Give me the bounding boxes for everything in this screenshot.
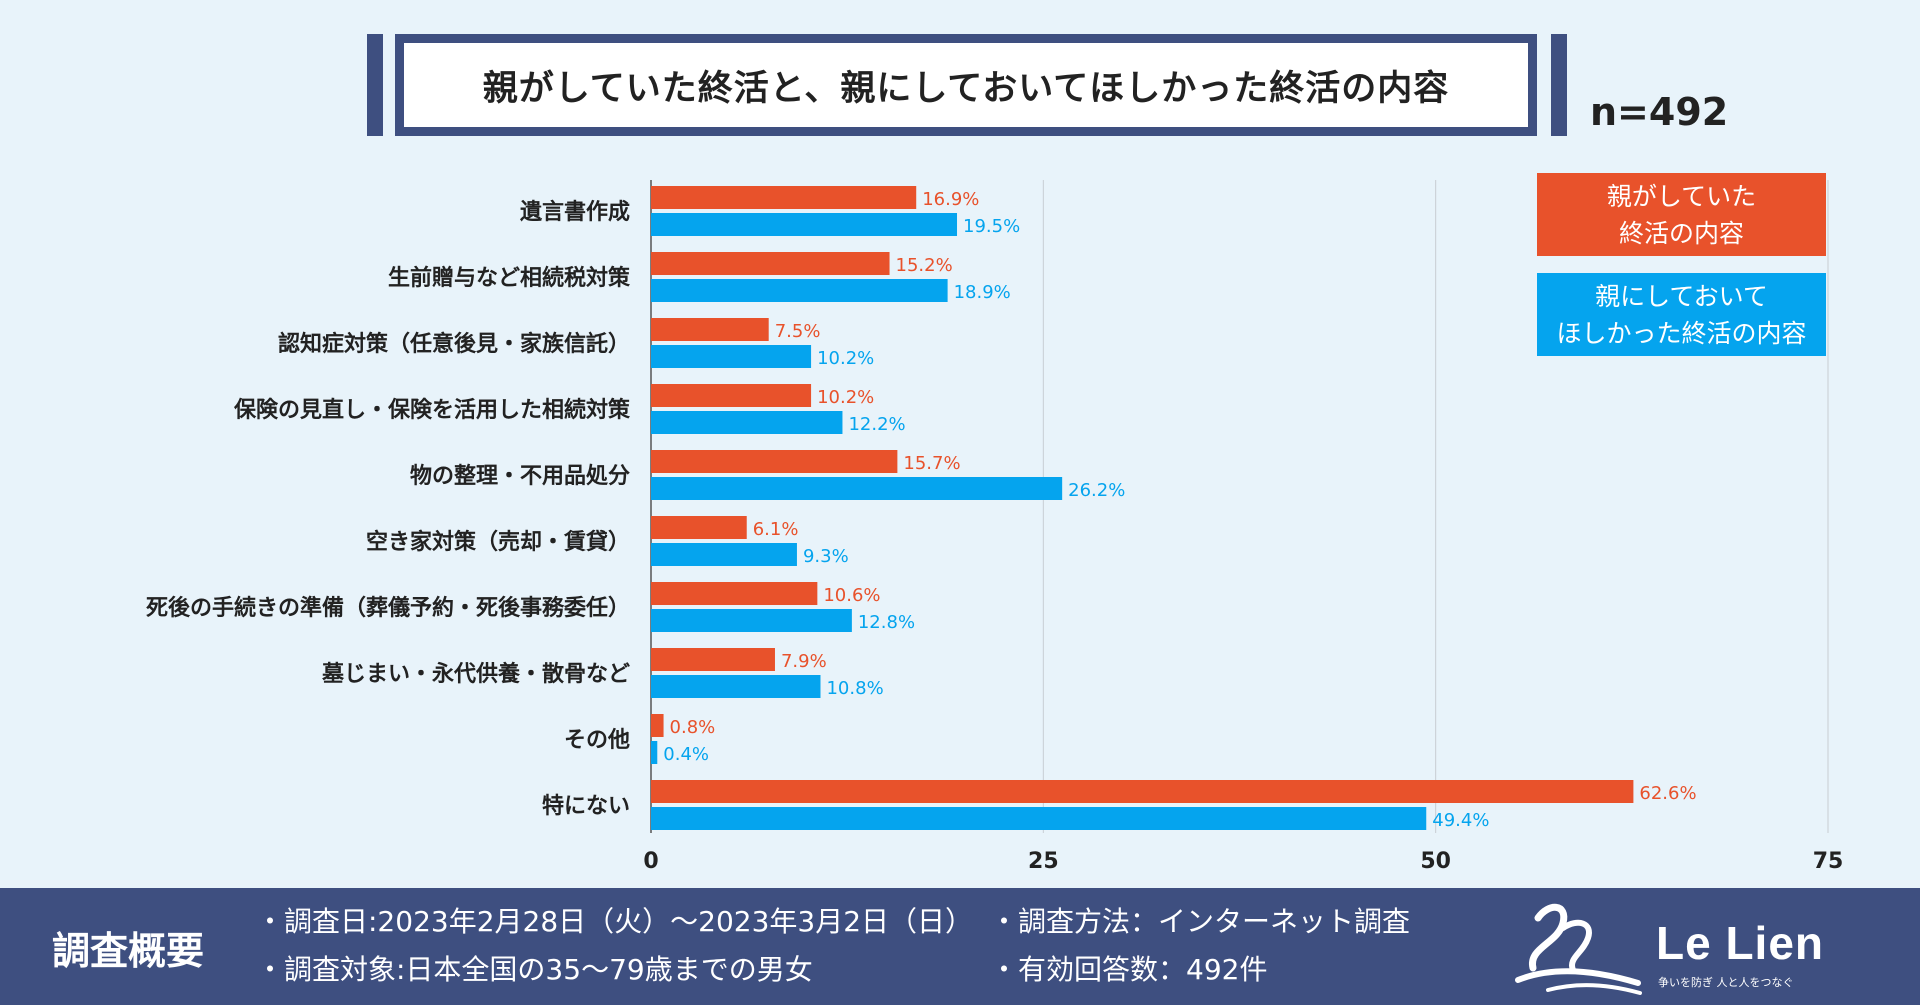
bar-did bbox=[651, 318, 769, 341]
x-tick-label: 25 bbox=[1028, 849, 1059, 874]
category-label: 物の整理・不用品処分 bbox=[410, 463, 630, 489]
survey-target: ・調査対象:日本全国の35～79歳までの男女 bbox=[256, 953, 813, 986]
survey-summary-footer: 調査概要 ・調査日:2023年2月28日（火）～2023年3月2日（日） ・調査… bbox=[0, 888, 1920, 1005]
bar-wanted bbox=[651, 213, 958, 236]
bar-did bbox=[651, 648, 775, 671]
le-lien-logo-icon bbox=[1515, 903, 1642, 995]
bar-wanted bbox=[651, 543, 797, 566]
data-label-wanted: 19.5% bbox=[963, 216, 1020, 237]
category-label: その他 bbox=[564, 728, 630, 753]
bar-wanted bbox=[651, 477, 1063, 500]
survey-summary-heading: 調査概要 bbox=[52, 929, 205, 973]
title-accent-left bbox=[367, 34, 383, 136]
data-label-wanted: 12.8% bbox=[858, 612, 915, 633]
bar-wanted bbox=[651, 675, 821, 698]
x-tick-label: 50 bbox=[1420, 849, 1451, 874]
data-label-wanted: 10.2% bbox=[817, 348, 874, 369]
title-frame: 親がしていた終活と、親にしておいてほしかった終活の内容 bbox=[395, 34, 1537, 136]
category-label: 空き家対策（売却・賃貸） bbox=[366, 529, 630, 555]
data-label-did: 16.9% bbox=[922, 189, 979, 210]
category-label: 特にない bbox=[542, 793, 630, 819]
data-label-did: 10.2% bbox=[817, 387, 874, 408]
category-label: 死後の手続きの準備（葬儀予約・死後事務委任） bbox=[146, 595, 630, 621]
bar-wanted bbox=[651, 807, 1427, 830]
category-label: 保険の見直し・保険を活用した相続対策 bbox=[233, 397, 631, 423]
bar-did bbox=[651, 582, 818, 605]
data-label-did: 10.6% bbox=[823, 585, 880, 606]
category-label: 認知症対策（任意後見・家族信託） bbox=[278, 331, 630, 357]
data-label-wanted: 49.4% bbox=[1432, 810, 1489, 831]
category-label: 墓じまい・永代供養・散骨など bbox=[321, 661, 630, 687]
chart-title: 親がしていた終活と、親にしておいてほしかった終活の内容 bbox=[404, 43, 1528, 127]
data-label-did: 15.2% bbox=[896, 255, 953, 276]
bar-did bbox=[651, 516, 747, 539]
category-label: 生前贈与など相続税対策 bbox=[388, 265, 631, 291]
le-lien-logo: Le Lien 争いを防ぎ 人と人をつなぐ bbox=[1508, 898, 1848, 998]
category-label: 遺言書作成 bbox=[520, 199, 630, 225]
valid-responses: ・有効回答数：492件 bbox=[990, 953, 1268, 986]
data-label-did: 15.7% bbox=[903, 453, 960, 474]
bar-wanted bbox=[651, 609, 852, 632]
bar-did bbox=[651, 780, 1634, 803]
legend-entry-did: 親がしていた 終活の内容 bbox=[1537, 173, 1826, 256]
legend-entry-wanted: 親にしておいて ほしかった終活の内容 bbox=[1537, 273, 1826, 356]
bar-did bbox=[651, 384, 812, 407]
data-label-wanted: 26.2% bbox=[1068, 480, 1125, 501]
survey-date: ・調査日:2023年2月28日（火）～2023年3月2日（日） bbox=[256, 905, 974, 938]
sample-size-label: n=492 bbox=[1590, 90, 1729, 134]
data-label-did: 6.1% bbox=[753, 519, 799, 540]
logo-name: Le Lien bbox=[1656, 917, 1825, 969]
legend-wanted-line-2: ほしかった終活の内容 bbox=[1556, 318, 1807, 348]
data-label-wanted: 10.8% bbox=[826, 678, 883, 699]
title-accent-right bbox=[1551, 34, 1567, 136]
bar-did bbox=[651, 186, 917, 209]
bar-wanted bbox=[651, 279, 948, 302]
x-tick-label: 75 bbox=[1813, 849, 1844, 874]
data-label-did: 0.8% bbox=[670, 717, 716, 738]
legend-did-line-1: 親がしていた bbox=[1606, 181, 1757, 211]
bar-did bbox=[651, 714, 664, 737]
data-label-wanted: 9.3% bbox=[803, 546, 849, 567]
data-label-wanted: 12.2% bbox=[848, 414, 905, 435]
survey-method: ・調査方法：インターネット調査 bbox=[990, 905, 1411, 938]
data-label-did: 7.9% bbox=[781, 651, 827, 672]
legend-wanted-line-1: 親にしておいて bbox=[1595, 281, 1768, 311]
x-tick-label: 0 bbox=[643, 849, 658, 874]
data-label-did: 7.5% bbox=[775, 321, 821, 342]
data-label-wanted: 0.4% bbox=[663, 744, 709, 765]
data-label-did: 62.6% bbox=[1639, 783, 1696, 804]
legend-did-line-2: 終活の内容 bbox=[1618, 218, 1744, 248]
logo-tagline: 争いを防ぎ 人と人をつなぐ bbox=[1658, 976, 1794, 989]
bar-did bbox=[651, 252, 890, 275]
bar-wanted bbox=[651, 411, 843, 434]
bar-did bbox=[651, 450, 898, 473]
bar-wanted bbox=[651, 741, 658, 764]
data-label-wanted: 18.9% bbox=[954, 282, 1011, 303]
bar-wanted bbox=[651, 345, 812, 368]
